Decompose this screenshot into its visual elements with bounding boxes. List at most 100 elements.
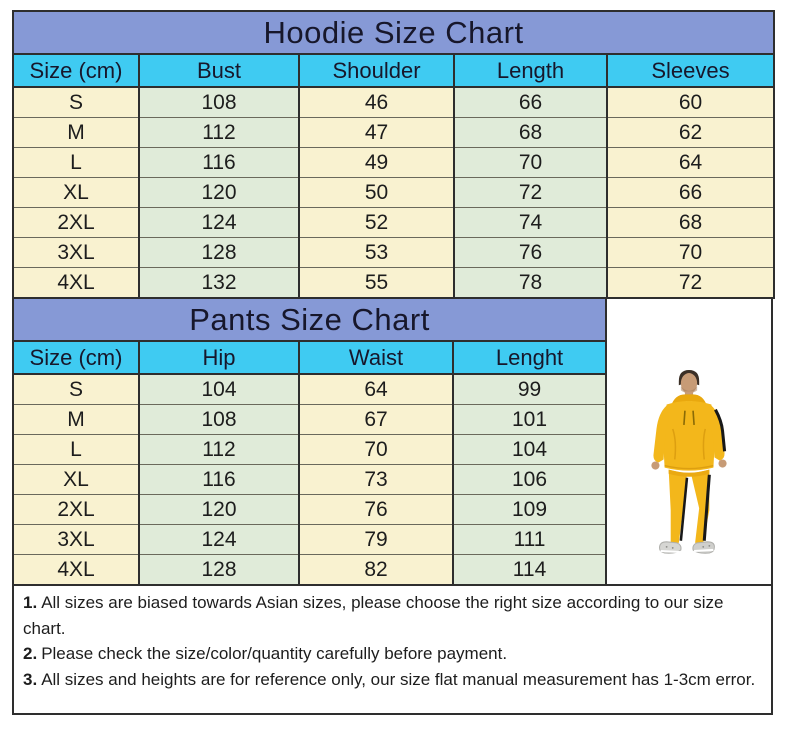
hoodie-cell-3XL-col3: 76 (453, 237, 608, 268)
hoodie-cell-4XL-col0: 4XL (12, 267, 140, 299)
pants-cell-M-col0: M (12, 404, 140, 435)
pants-cell-XL-col3: 106 (451, 464, 608, 495)
hoodie-cell-3XL-col2: 53 (298, 237, 455, 268)
pants-cell-XL-col0: XL (12, 464, 140, 495)
hoodie-cell-2XL-col3: 74 (453, 207, 608, 238)
hoodie-cell-M-col3: 68 (453, 117, 608, 148)
hoodie-cell-2XL-col0: 2XL (12, 207, 140, 238)
pants-col-header-waist: Waist (298, 340, 454, 375)
pants-cell-M-col1: 108 (138, 404, 300, 435)
hoodie-row-3XL: 3XL 128 53 76 70 (12, 237, 776, 268)
hoodie-cell-L-col3: 70 (453, 147, 608, 178)
pants-title-row: Pants Size Chart (11, 297, 608, 342)
hoodie-col-header-bust: Bust (138, 53, 300, 88)
pants-cell-M-col3: 101 (451, 404, 608, 435)
pants-cell-S-col2: 64 (298, 373, 454, 405)
pants-cell-2XL-col3: 109 (451, 494, 608, 525)
product-photo (605, 297, 773, 586)
pants-cell-M-col2: 67 (298, 404, 454, 435)
hoodie-cell-3XL-col0: 3XL (12, 237, 140, 268)
pants-cell-3XL-col1: 124 (138, 524, 300, 555)
pants-cell-4XL-col3: 114 (451, 554, 608, 586)
hoodie-cell-4XL-col4: 72 (605, 267, 776, 299)
hoodie-cell-2XL-col1: 124 (138, 207, 300, 238)
hoodie-title-row: Hoodie Size Chart (11, 10, 776, 55)
size-chart-sheet: Hoodie Size Chart Size (cm) Bust Shoulde… (11, 10, 776, 715)
pants-cell-3XL-col2: 79 (298, 524, 454, 555)
pants-row-3XL: 3XL 124 79 111 (12, 524, 608, 555)
pants-cell-3XL-col0: 3XL (12, 524, 140, 555)
hoodie-header-row: Size (cm) Bust Shoulder Length Sleeves (12, 53, 776, 88)
hoodie-cell-2XL-col4: 68 (605, 207, 776, 238)
hoodie-cell-XL-col4: 66 (605, 177, 776, 208)
pants-cell-2XL-col2: 76 (298, 494, 454, 525)
pants-cell-4XL-col1: 128 (138, 554, 300, 586)
pants-col-header-size: Size (cm) (12, 340, 140, 375)
pants-col-header-lenght: Lenght (451, 340, 608, 375)
pants-row-XL: XL 116 73 106 (12, 464, 608, 495)
hoodie-cell-XL-col3: 72 (453, 177, 608, 208)
pants-row-M: M 108 67 101 (12, 404, 608, 435)
hoodie-cell-2XL-col2: 52 (298, 207, 455, 238)
hoodie-row-XL: XL 120 50 72 66 (12, 177, 776, 208)
hoodie-cell-M-col4: 62 (605, 117, 776, 148)
pants-cell-XL-col2: 73 (298, 464, 454, 495)
hoodie-cell-S-col1: 108 (138, 86, 300, 118)
notes-box: 1. All sizes are biased towards Asian siz… (12, 584, 773, 715)
note-1-text: All sizes are biased towards Asian sizes… (23, 593, 724, 638)
hoodie-row-S: S 108 46 66 60 (12, 86, 776, 118)
hoodie-cell-M-col2: 47 (298, 117, 455, 148)
hoodie-cell-3XL-col1: 128 (138, 237, 300, 268)
pants-cell-L-col2: 70 (298, 434, 454, 465)
pants-section: Pants Size Chart Size (cm) Hip Waist Len… (11, 297, 773, 586)
note-2-text: Please check the size/color/quantity car… (41, 644, 508, 663)
hoodie-cell-4XL-col3: 78 (453, 267, 608, 299)
pants-cell-L-col3: 104 (451, 434, 608, 465)
model-sneakers (659, 541, 715, 554)
note-2-number: 2. (23, 644, 38, 663)
pants-cell-L-col0: L (12, 434, 140, 465)
note-1: 1. All sizes are biased towards Asian siz… (23, 590, 762, 641)
pants-cell-3XL-col3: 111 (451, 524, 608, 555)
note-3: 3. All sizes and heights are for referenc… (23, 667, 762, 693)
hoodie-cell-L-col1: 116 (138, 147, 300, 178)
hoodie-table-title: Hoodie Size Chart (11, 10, 776, 55)
yellow-tracksuit-model-photo (651, 369, 727, 554)
hoodie-cell-S-col2: 46 (298, 86, 455, 118)
hoodie-row-M: M 112 47 68 62 (12, 117, 776, 148)
pants-cell-4XL-col2: 82 (298, 554, 454, 586)
hoodie-cell-3XL-col4: 70 (605, 237, 776, 268)
pants-cell-L-col1: 112 (138, 434, 300, 465)
hoodie-col-header-length: Length (453, 53, 608, 88)
note-2: 2. Please check the size/color/quantity c… (23, 641, 762, 667)
note-3-number: 3. (23, 669, 38, 689)
hoodie-cell-XL-col2: 50 (298, 177, 455, 208)
model-head (678, 369, 700, 399)
hoodie-col-header-sleeves: Sleeves (605, 53, 776, 88)
pants-cell-2XL-col1: 120 (138, 494, 300, 525)
hoodie-cell-L-col0: L (12, 147, 140, 178)
hoodie-row-4XL: 4XL 132 55 78 72 (12, 267, 776, 299)
pants-cell-S-col0: S (12, 373, 140, 405)
hoodie-col-header-shoulder: Shoulder (298, 53, 455, 88)
note-3-text: All sizes and heights are for reference … (41, 669, 756, 689)
pants-cell-S-col3: 99 (451, 373, 608, 405)
hoodie-cell-XL-col1: 120 (138, 177, 300, 208)
hoodie-cell-S-col0: S (12, 86, 140, 118)
hoodie-row-2XL: 2XL 124 52 74 68 (12, 207, 776, 238)
pants-size-table: Pants Size Chart Size (cm) Hip Waist Len… (11, 297, 608, 586)
model-hoodie (651, 394, 727, 471)
pants-table-title: Pants Size Chart (11, 297, 608, 342)
hoodie-cell-4XL-col1: 132 (138, 267, 300, 299)
hoodie-cell-L-col4: 64 (605, 147, 776, 178)
pants-cell-XL-col1: 116 (138, 464, 300, 495)
pants-cell-4XL-col0: 4XL (12, 554, 140, 586)
pants-row-S: S 104 64 99 (12, 373, 608, 405)
pants-row-4XL: 4XL 128 82 114 (12, 554, 608, 586)
hoodie-size-table: Hoodie Size Chart Size (cm) Bust Shoulde… (11, 10, 776, 299)
pants-row-2XL: 2XL 120 76 109 (12, 494, 608, 525)
hoodie-cell-4XL-col2: 55 (298, 267, 455, 299)
hoodie-cell-M-col0: M (12, 117, 140, 148)
hoodie-cell-M-col1: 112 (138, 117, 300, 148)
